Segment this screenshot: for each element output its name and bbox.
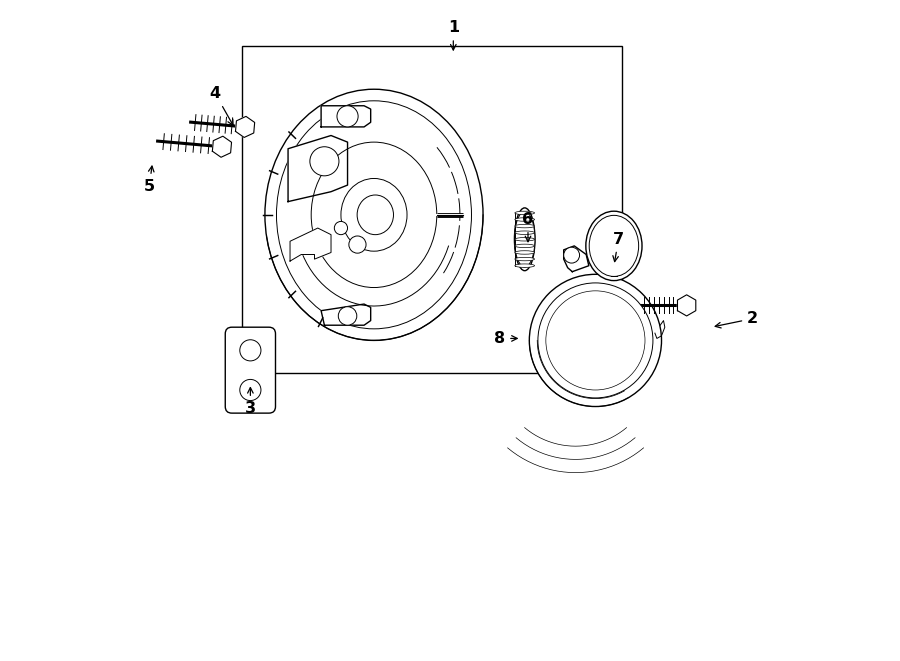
Ellipse shape	[515, 257, 535, 261]
Polygon shape	[288, 136, 347, 202]
Ellipse shape	[515, 211, 535, 215]
Circle shape	[239, 340, 261, 361]
Ellipse shape	[357, 195, 393, 235]
Ellipse shape	[515, 244, 535, 248]
Ellipse shape	[276, 100, 472, 329]
Ellipse shape	[515, 251, 535, 254]
Polygon shape	[321, 304, 371, 325]
Circle shape	[338, 307, 356, 325]
Ellipse shape	[311, 142, 436, 288]
Text: 6: 6	[522, 212, 534, 242]
Ellipse shape	[515, 264, 535, 268]
Polygon shape	[290, 228, 331, 261]
Circle shape	[337, 106, 358, 127]
Text: 7: 7	[613, 232, 624, 262]
Ellipse shape	[586, 211, 642, 280]
Circle shape	[545, 291, 645, 390]
Circle shape	[349, 236, 366, 253]
Polygon shape	[563, 246, 589, 272]
Ellipse shape	[515, 212, 535, 267]
Ellipse shape	[265, 89, 483, 340]
Polygon shape	[678, 295, 696, 316]
Ellipse shape	[341, 178, 407, 251]
Circle shape	[563, 247, 580, 263]
Text: 1: 1	[447, 20, 459, 50]
Polygon shape	[212, 136, 231, 157]
Ellipse shape	[590, 215, 639, 276]
Polygon shape	[321, 106, 371, 127]
Ellipse shape	[515, 217, 535, 221]
Text: 4: 4	[210, 87, 233, 126]
Ellipse shape	[515, 231, 535, 235]
Circle shape	[334, 221, 347, 235]
Ellipse shape	[515, 208, 535, 271]
Circle shape	[310, 147, 339, 176]
FancyBboxPatch shape	[225, 327, 275, 413]
Text: 3: 3	[245, 387, 256, 416]
Bar	[242, 46, 622, 373]
Ellipse shape	[515, 237, 535, 241]
Text: 5: 5	[144, 166, 155, 194]
Circle shape	[538, 283, 652, 398]
Circle shape	[239, 379, 261, 401]
Polygon shape	[236, 116, 255, 137]
Text: 8: 8	[494, 331, 518, 346]
Circle shape	[529, 274, 662, 407]
Text: 2: 2	[716, 311, 759, 328]
Ellipse shape	[515, 224, 535, 228]
